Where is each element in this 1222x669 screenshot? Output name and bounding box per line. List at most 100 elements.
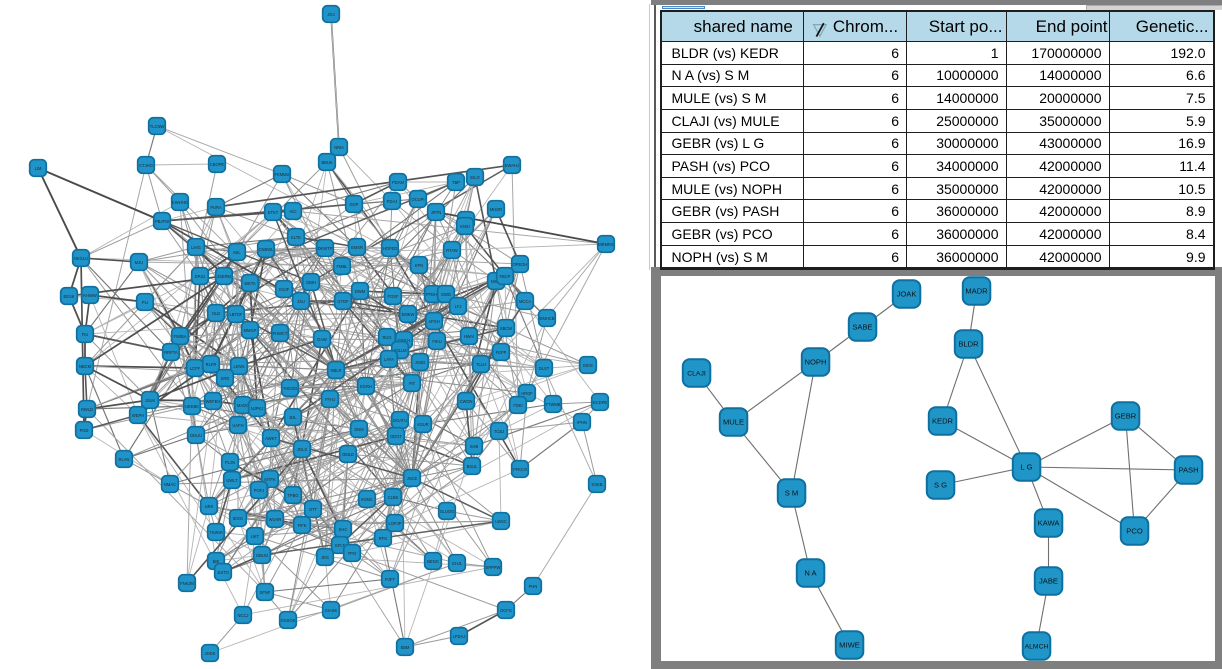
svg-text:N A: N A — [804, 569, 817, 578]
svg-text:JEG: JEG — [321, 555, 329, 560]
svg-text:THEOD: THEOD — [283, 386, 297, 391]
svg-text:JSERM: JSERM — [217, 274, 231, 279]
svg-text:UEKBK: UEKBK — [185, 404, 199, 409]
svg-text:SLUOG: SLUOG — [440, 509, 454, 514]
svg-text:BIE: BIE — [213, 559, 220, 564]
svg-text:WEFEH: WEFEH — [206, 399, 221, 404]
svg-text:KWHHG: KWHHG — [172, 200, 188, 205]
svg-text:GEBR: GEBR — [1114, 412, 1136, 421]
svg-text:FFKCO: FFKCO — [513, 467, 527, 472]
svg-text:CLBK: CLBK — [388, 495, 399, 500]
svg-text:RWLD: RWLD — [81, 407, 93, 412]
svg-text:KHWW: KHWW — [83, 293, 97, 298]
svg-text:MADR: MADR — [965, 287, 988, 296]
svg-text:TKWIH: TKWIH — [209, 530, 222, 535]
svg-text:OLD: OLD — [212, 311, 220, 316]
svg-text:BBUK: BBUK — [321, 160, 332, 165]
svg-text:FDKI: FDKI — [513, 403, 522, 408]
svg-text:EGRH: EGRH — [360, 384, 372, 389]
svg-text:LHIG: LHIG — [191, 245, 201, 250]
svg-text:EFLT: EFLT — [335, 543, 345, 548]
svg-text:GIASK: GIASK — [325, 608, 338, 613]
svg-text:CTJHO: CTJHO — [139, 163, 153, 168]
svg-text:FIKU: FIKU — [432, 339, 441, 344]
svg-text:IEGG: IEGG — [233, 516, 243, 521]
svg-text:DGATU: DGATU — [393, 418, 407, 423]
svg-text:ALMCH: ALMCH — [1024, 644, 1048, 651]
svg-text:LWSC: LWSC — [495, 519, 507, 524]
svg-text:FIFK: FIFK — [298, 523, 307, 528]
svg-text:LCFF: LCFF — [190, 366, 201, 371]
svg-text:RLAN: RLAN — [119, 457, 130, 462]
svg-text:PHN: PHN — [529, 584, 538, 589]
svg-text:WETA: WETA — [244, 281, 256, 286]
svg-text:CLAJI: CLAJI — [687, 371, 706, 378]
svg-text:MULE: MULE — [722, 418, 743, 427]
svg-text:JABE: JABE — [1039, 577, 1058, 586]
svg-text:GBUO: GBUO — [256, 553, 268, 558]
svg-text:KPN: KPN — [415, 263, 423, 268]
svg-text:FMBL: FMBL — [337, 264, 349, 269]
svg-text:PLI: PLI — [142, 300, 148, 305]
svg-text:PIT: PIT — [409, 381, 416, 386]
svg-text:LBTDF: LBTDF — [230, 312, 243, 317]
svg-text:RLFR: RLFR — [206, 362, 217, 367]
svg-text:MJU: MJU — [135, 260, 143, 265]
svg-text:SHB: SHB — [470, 444, 479, 449]
svg-text:DAW: DAW — [317, 337, 327, 342]
svg-text:NBCM: NBCM — [79, 364, 92, 369]
svg-text:GWD: GWD — [441, 292, 451, 297]
svg-text:SBCW: SBCW — [500, 326, 512, 331]
svg-text:LPDAJ: LPDAJ — [453, 634, 466, 639]
svg-text:JOJ: JOJ — [327, 12, 334, 17]
svg-text:JSCE: JSCE — [407, 476, 418, 481]
svg-text:TCBJ: TCBJ — [494, 429, 504, 434]
svg-text:PBJFW: PBJFW — [155, 219, 169, 224]
svg-text:FEPP: FEPP — [496, 350, 507, 355]
svg-text:HWAI: HWAI — [464, 334, 475, 339]
svg-text:PTDHD: PTDHD — [426, 292, 440, 297]
svg-text:AFGH: AFGH — [428, 319, 439, 324]
svg-text:IIGMC: IIGMC — [361, 497, 373, 502]
svg-text:UAFH: UAFH — [232, 423, 243, 428]
svg-text:MADO: MADO — [237, 403, 249, 408]
svg-text:KIIL: KIIL — [233, 250, 241, 255]
svg-text:FTWMB: FTWMB — [545, 402, 560, 407]
svg-text:MHOR: MHOR — [490, 207, 503, 212]
svg-text:DKWTP: DKWTP — [318, 246, 333, 251]
svg-text:GBIH: GBIH — [306, 280, 316, 285]
svg-text:KSEB: KSEB — [592, 482, 603, 487]
svg-text:SFNF: SFNF — [260, 590, 271, 595]
svg-text:GHJL: GHJL — [452, 561, 463, 566]
svg-text:LKNN: LKNN — [234, 364, 245, 369]
svg-text:GSJF: GSJF — [279, 287, 290, 292]
svg-text:BLDR: BLDR — [958, 340, 979, 349]
svg-text:BJL: BJL — [289, 415, 297, 420]
svg-text:CNBWL: CNBWL — [259, 247, 275, 252]
svg-text:DWM: DWM — [355, 289, 366, 294]
svg-text:FWIBA: FWIBA — [174, 334, 187, 339]
svg-text:RUG: RUG — [382, 335, 391, 340]
svg-text:HOFED: HOFED — [383, 246, 397, 251]
svg-text:LAFA: LAFA — [384, 357, 394, 362]
svg-text:BENG: BENG — [427, 559, 439, 564]
svg-text:ECDPB: ECDPB — [593, 400, 607, 405]
svg-text:MCCA: MCCA — [519, 299, 531, 304]
svg-text:KSUR: KSUR — [417, 422, 428, 427]
svg-text:JOAK: JOAK — [896, 290, 916, 299]
svg-text:SHC: SHC — [339, 527, 348, 532]
svg-text:OMLD: OMLD — [342, 452, 354, 457]
svg-text:TBP: TBP — [452, 180, 460, 185]
svg-text:IPHN: IPHN — [577, 420, 587, 425]
svg-text:GSSOS: GSSOS — [281, 618, 296, 623]
svg-text:AWKT: AWKT — [265, 436, 277, 441]
svg-text:DDUU: DDUU — [190, 433, 202, 438]
svg-text:PJFT: PJFT — [385, 577, 395, 582]
svg-text:OPEOH: OPEOH — [513, 262, 528, 267]
svg-text:DMHCB: DMHCB — [539, 316, 554, 321]
svg-text:POFJ: POFJ — [254, 488, 264, 493]
svg-text:JSUK: JSUK — [145, 398, 156, 403]
svg-text:PURA: PURA — [210, 205, 222, 210]
svg-text:PASH: PASH — [1178, 466, 1198, 475]
svg-text:JOLLM: JOLLM — [393, 348, 407, 353]
